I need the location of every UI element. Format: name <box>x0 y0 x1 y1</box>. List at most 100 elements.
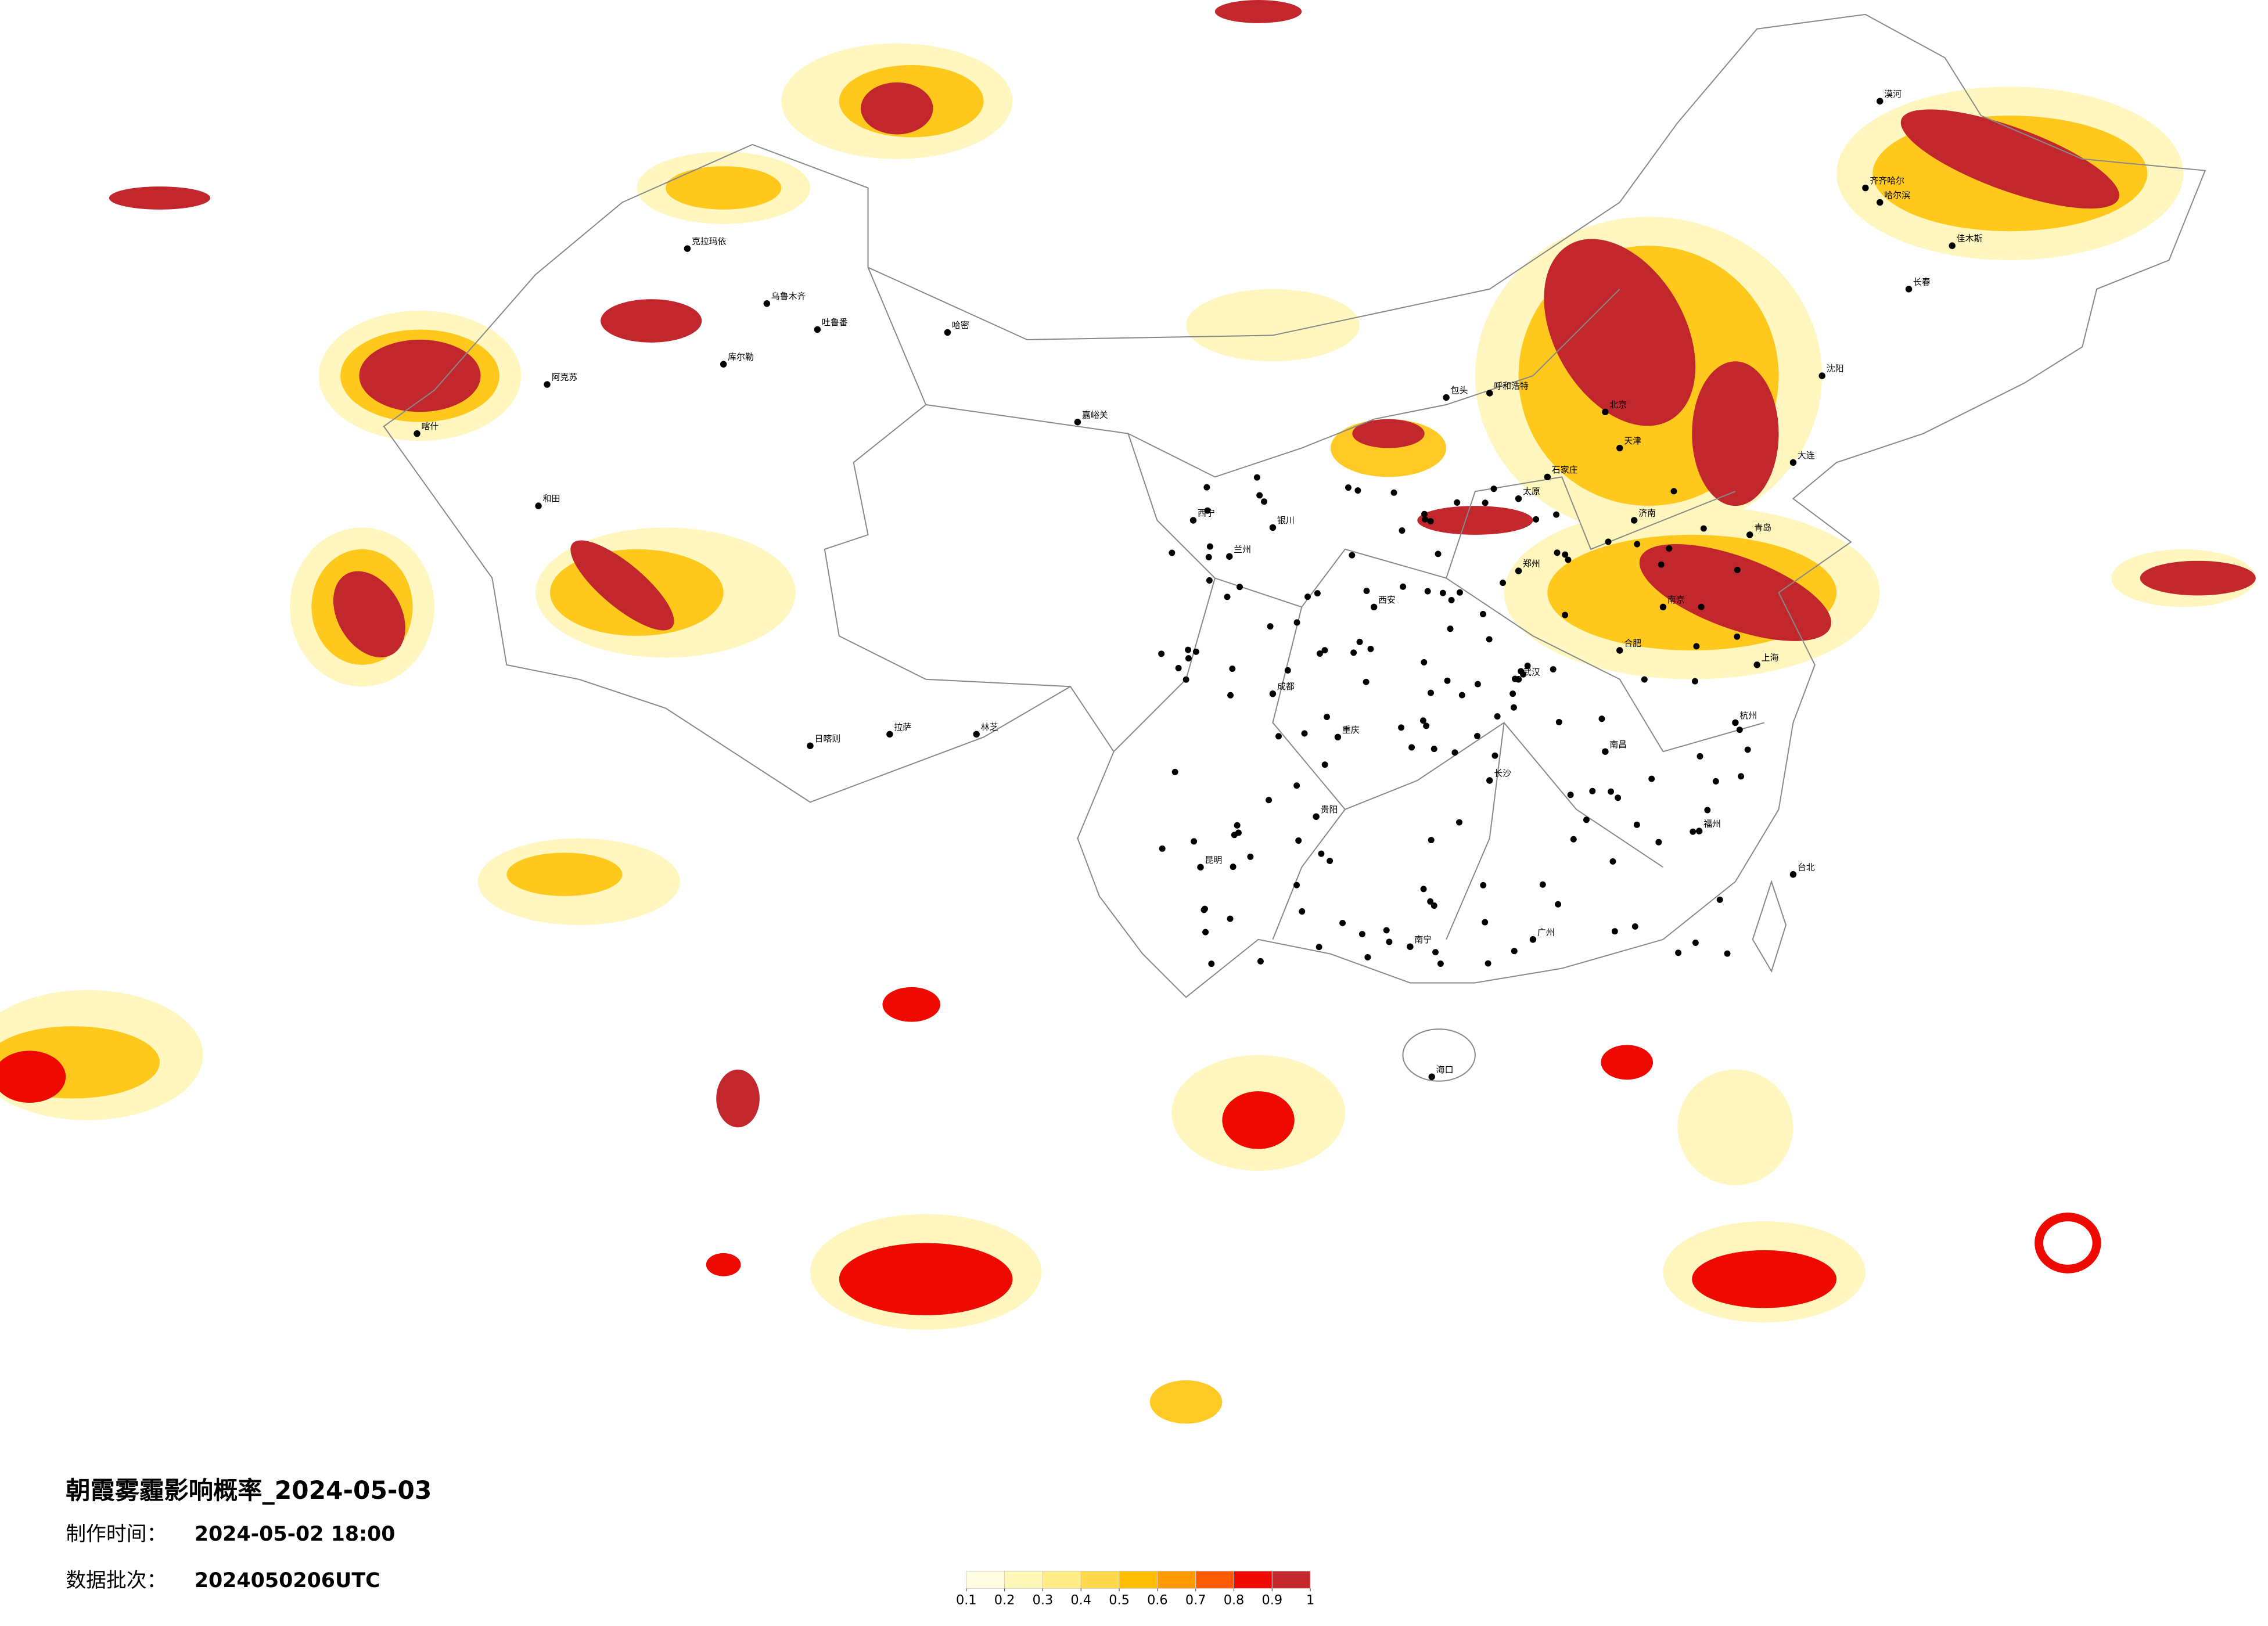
city-dot <box>1424 588 1431 595</box>
city-dot <box>1439 589 1446 596</box>
city-dot <box>1480 882 1487 888</box>
city-dot <box>1482 919 1489 926</box>
city-dot <box>1511 948 1518 955</box>
city-label: 太原 <box>1523 486 1540 497</box>
city-dot <box>1675 949 1682 956</box>
city-dot <box>1293 619 1300 626</box>
city-dot <box>1428 837 1435 844</box>
city-label: 乌鲁木齐 <box>771 291 806 301</box>
city-dot <box>1630 517 1638 524</box>
city-dot <box>1454 499 1461 506</box>
city-dot <box>1608 788 1615 795</box>
city-dot <box>1229 665 1236 672</box>
city-dot <box>1611 928 1618 935</box>
city-dot <box>1491 752 1498 759</box>
city-dot <box>1818 372 1825 379</box>
haze-areas <box>0 0 2256 1424</box>
city-dot <box>1191 838 1198 845</box>
city-label: 吐鲁番 <box>822 317 848 328</box>
city-dot <box>1275 733 1282 740</box>
legend-swatch <box>1157 1570 1196 1589</box>
city-dot <box>1515 495 1522 502</box>
city-dot <box>1658 561 1665 568</box>
city-label: 合肥 <box>1624 638 1641 649</box>
city-label: 齐齐哈尔 <box>1870 175 1904 186</box>
city-dot <box>1192 648 1199 655</box>
city-dot <box>1518 668 1525 675</box>
city-label: 喀什 <box>421 421 438 431</box>
city-dot <box>1204 507 1211 514</box>
city-dot <box>1734 566 1741 573</box>
city-dot <box>1399 527 1406 534</box>
city-label: 杭州 <box>1739 710 1757 721</box>
city-label: 南京 <box>1667 595 1685 605</box>
city-dot <box>1641 676 1648 683</box>
city-label: 哈尔滨 <box>1884 190 1910 200</box>
city-dot <box>1691 678 1698 685</box>
city-dot <box>1299 908 1306 915</box>
city-dot <box>1201 906 1207 913</box>
city-label: 济南 <box>1638 508 1656 519</box>
city-dot <box>1350 649 1357 656</box>
city-dot <box>1746 531 1753 538</box>
city-dot <box>1158 650 1165 657</box>
city-dot <box>1648 775 1655 782</box>
city-dot <box>1189 517 1197 524</box>
city-dot <box>1736 726 1743 733</box>
city-dot <box>1202 929 1209 936</box>
city-label: 日喀则 <box>814 733 840 744</box>
city-dot <box>1293 882 1300 888</box>
city-dot <box>1256 492 1263 499</box>
city-dot <box>1474 732 1480 739</box>
city-dot <box>1655 839 1662 846</box>
legend: 0.1 0.2 0.3 0.4 0.5 0.6 0.7 0.8 0.9 1 <box>956 1570 1314 1608</box>
city-dot <box>1383 927 1390 934</box>
city-dot <box>1704 807 1711 814</box>
city-dot <box>1693 643 1700 650</box>
city-dot <box>763 300 771 307</box>
city-dot <box>807 742 814 749</box>
city-dot <box>1435 551 1442 557</box>
city-dot <box>535 502 542 509</box>
city-label: 拉萨 <box>894 722 911 732</box>
city-dot <box>1712 778 1719 785</box>
city-dot <box>1692 940 1699 947</box>
city-label: 阿克苏 <box>551 372 577 383</box>
city-dot <box>1363 587 1370 594</box>
city-label: 克拉玛依 <box>692 236 727 247</box>
legend-tick-label: 0.2 <box>994 1593 1015 1608</box>
city-label: 嘉峪关 <box>1082 409 1108 420</box>
city-dot <box>1482 499 1489 506</box>
city-dot <box>1304 593 1311 600</box>
city-dot <box>1789 459 1797 466</box>
city-dot <box>1295 837 1302 844</box>
legend-swatch <box>1119 1570 1158 1589</box>
map-title: 朝霞雾霾影响概率_2024-05-03 <box>66 1476 432 1505</box>
cities: 克拉玛依乌鲁木齐吐鲁番哈密阿克苏喀什和田库尔勒嘉峪关西宁拉萨日喀则林芝兰州银川呼… <box>414 89 1983 1080</box>
city-dot <box>1185 655 1192 662</box>
city-dot <box>1500 580 1507 587</box>
city-dot <box>1690 828 1696 835</box>
city-dot <box>1539 881 1546 888</box>
legend-tick-label: 0.7 <box>1185 1593 1206 1608</box>
city-dot <box>1634 541 1641 548</box>
city-dot <box>1314 590 1321 597</box>
city-label: 和田 <box>543 494 560 504</box>
city-dot <box>1474 681 1481 688</box>
city-dot <box>1398 724 1405 731</box>
city-dot <box>1266 797 1273 804</box>
city-label: 天津 <box>1624 436 1641 446</box>
city-label: 青岛 <box>1754 522 1771 533</box>
city-dot <box>1862 184 1869 192</box>
city-dot <box>1567 792 1574 798</box>
city-dot <box>1370 603 1378 611</box>
city-dot <box>544 381 551 388</box>
city-dot <box>1234 822 1241 829</box>
city-dot <box>1494 713 1501 720</box>
legend-tick-label: 0.9 <box>1262 1593 1283 1608</box>
city-dot <box>1486 390 1493 397</box>
city-dot <box>1224 593 1231 600</box>
city-label: 武汉 <box>1523 667 1540 677</box>
city-dot <box>973 731 980 738</box>
